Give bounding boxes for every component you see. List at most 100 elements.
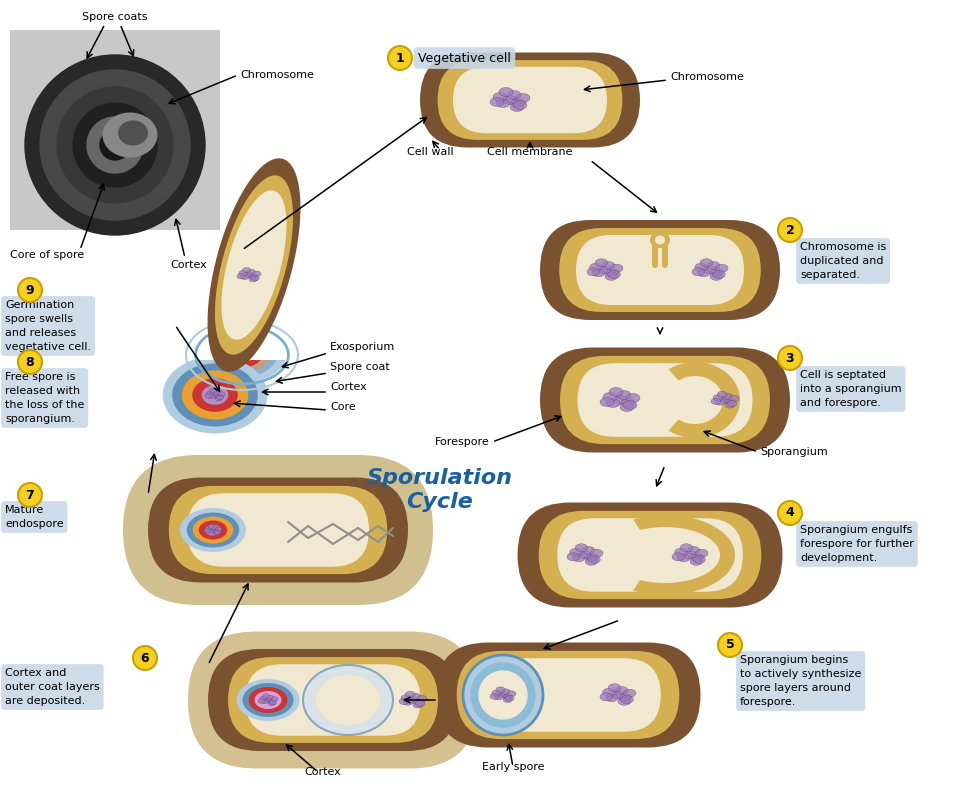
Ellipse shape (269, 699, 276, 704)
Ellipse shape (213, 531, 219, 535)
Ellipse shape (271, 697, 278, 701)
Ellipse shape (215, 527, 222, 531)
Text: Chromosome: Chromosome (240, 70, 314, 80)
FancyBboxPatch shape (576, 235, 744, 305)
Ellipse shape (603, 392, 617, 402)
Ellipse shape (243, 683, 293, 717)
Ellipse shape (198, 328, 286, 383)
Ellipse shape (690, 557, 702, 565)
Ellipse shape (180, 508, 246, 552)
Ellipse shape (711, 269, 724, 277)
Text: Sporulation
Cycle: Sporulation Cycle (367, 468, 513, 512)
Ellipse shape (677, 554, 690, 562)
Ellipse shape (595, 259, 608, 267)
Ellipse shape (241, 274, 249, 280)
Ellipse shape (650, 232, 670, 248)
Ellipse shape (252, 271, 261, 277)
Ellipse shape (499, 692, 507, 698)
Text: Cortex: Cortex (305, 767, 341, 777)
FancyBboxPatch shape (457, 651, 679, 739)
Ellipse shape (573, 554, 585, 562)
Ellipse shape (193, 516, 233, 544)
FancyBboxPatch shape (148, 477, 408, 583)
Ellipse shape (118, 120, 148, 146)
Ellipse shape (675, 376, 725, 424)
Ellipse shape (214, 530, 221, 534)
Polygon shape (207, 159, 300, 371)
Ellipse shape (496, 99, 510, 108)
Ellipse shape (626, 394, 640, 402)
Text: 4: 4 (786, 507, 795, 520)
Text: 1: 1 (395, 52, 404, 65)
Ellipse shape (703, 266, 716, 274)
Ellipse shape (684, 551, 696, 559)
Ellipse shape (590, 549, 603, 557)
Ellipse shape (182, 371, 248, 419)
Circle shape (471, 663, 535, 727)
Ellipse shape (513, 100, 527, 109)
Text: Sporangium: Sporangium (760, 447, 828, 457)
Ellipse shape (516, 93, 530, 103)
FancyBboxPatch shape (123, 455, 433, 605)
Ellipse shape (490, 97, 504, 107)
Ellipse shape (582, 547, 595, 555)
Text: 2: 2 (786, 223, 795, 237)
Ellipse shape (499, 88, 513, 96)
Ellipse shape (503, 96, 517, 104)
Ellipse shape (691, 554, 703, 562)
Text: Cortex: Cortex (330, 382, 367, 392)
Ellipse shape (213, 391, 220, 395)
FancyBboxPatch shape (652, 240, 658, 268)
Circle shape (778, 501, 802, 525)
Ellipse shape (567, 553, 580, 561)
Circle shape (463, 655, 543, 735)
Ellipse shape (507, 91, 521, 100)
FancyBboxPatch shape (169, 486, 388, 574)
Ellipse shape (586, 554, 598, 562)
Ellipse shape (268, 701, 275, 706)
Text: 3: 3 (786, 351, 795, 364)
Ellipse shape (192, 379, 238, 412)
FancyBboxPatch shape (10, 30, 220, 230)
Circle shape (718, 633, 742, 657)
Polygon shape (633, 515, 735, 595)
Ellipse shape (102, 112, 158, 158)
Ellipse shape (504, 694, 512, 700)
Ellipse shape (209, 528, 216, 532)
Ellipse shape (206, 391, 213, 396)
Ellipse shape (608, 684, 620, 692)
Ellipse shape (417, 696, 427, 701)
Ellipse shape (204, 529, 210, 533)
Text: Forespore: Forespore (435, 437, 490, 447)
Ellipse shape (575, 544, 587, 552)
Ellipse shape (675, 548, 688, 556)
Text: Mature
endospore: Mature endospore (5, 505, 63, 529)
Ellipse shape (655, 235, 665, 245)
Ellipse shape (205, 394, 212, 398)
Text: Early spore: Early spore (482, 762, 544, 772)
Ellipse shape (209, 389, 216, 393)
FancyBboxPatch shape (539, 511, 762, 599)
Ellipse shape (503, 697, 512, 702)
Ellipse shape (599, 266, 612, 274)
Text: Exosporium: Exosporium (330, 342, 395, 352)
Ellipse shape (230, 347, 254, 363)
Ellipse shape (603, 689, 616, 697)
Ellipse shape (270, 701, 277, 705)
Ellipse shape (413, 701, 423, 708)
Ellipse shape (215, 395, 222, 398)
Ellipse shape (506, 691, 516, 697)
Ellipse shape (620, 696, 633, 704)
Circle shape (18, 278, 42, 302)
Ellipse shape (707, 261, 720, 269)
Text: Cortex and
outer coat layers
are deposited.: Cortex and outer coat layers are deposit… (5, 668, 99, 706)
Ellipse shape (493, 92, 507, 101)
Ellipse shape (585, 557, 598, 565)
FancyBboxPatch shape (540, 347, 790, 453)
Ellipse shape (608, 270, 620, 278)
Ellipse shape (589, 263, 602, 271)
Ellipse shape (214, 337, 270, 372)
FancyBboxPatch shape (152, 300, 332, 360)
Ellipse shape (611, 264, 623, 273)
FancyBboxPatch shape (187, 493, 369, 567)
